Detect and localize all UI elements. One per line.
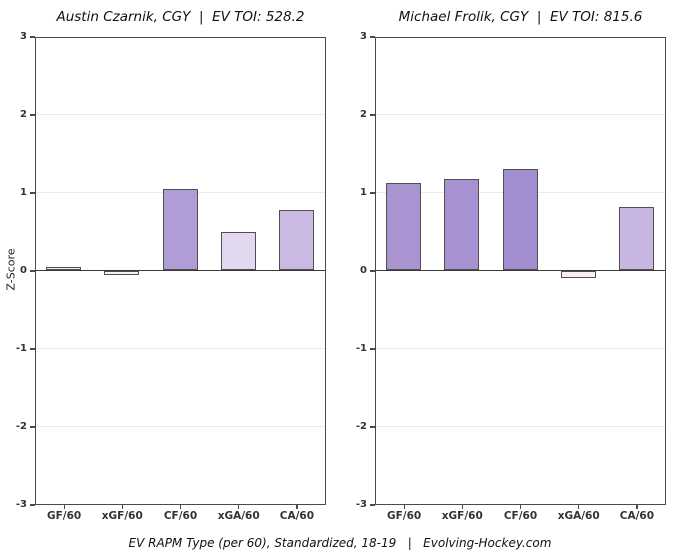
y-tick-mark [370,504,375,506]
bar-cf60 [502,169,538,271]
bar-cf60 [162,188,198,271]
y-tick-label: 0 [20,265,27,276]
x-tick-label: xGA/60 [557,510,600,522]
x-tick-mark [296,505,298,509]
y-tick-mark [30,504,35,506]
gridline [376,348,665,349]
y-tick-mark [370,36,375,38]
y-tick-label: 3 [20,31,27,42]
x-tick-mark [238,505,240,509]
gridline [36,114,325,115]
y-tick-mark [370,426,375,428]
y-tick-label: 0 [360,265,367,276]
x-tick-label: CA/60 [619,510,655,522]
y-tick-mark [370,192,375,194]
bar-ca60 [618,206,654,271]
x-tick-mark [403,505,405,509]
gridline [36,426,325,427]
zero-line [376,269,665,272]
figure-caption: EV RAPM Type (per 60), Standardized, 18-… [128,536,552,550]
gridline [36,348,325,349]
x-tick-label: xGA/60 [217,510,260,522]
panel-title-czarnik: Austin Czarnik, CGY | EV TOI: 528.2 [56,9,305,25]
y-tick-mark [370,270,375,272]
y-tick-label: 1 [20,187,27,198]
x-tick-label: xGF/60 [101,510,143,522]
y-tick-mark [370,114,375,116]
x-tick-mark [519,505,522,509]
gridline [376,114,665,115]
bar-gf60 [386,183,422,271]
x-tick-label: xGF/60 [441,510,483,522]
bar-xga60 [220,232,256,271]
y-tick-mark [30,192,35,194]
gridline [376,426,665,427]
x-tick-mark [636,505,638,509]
x-tick-label: CF/60 [163,510,198,522]
x-tick-label: GF/60 [46,510,82,522]
y-tick-label: 1 [360,187,367,198]
bar-xgf60 [444,179,480,271]
y-tick-label: 2 [20,109,27,120]
x-tick-label: CA/60 [279,510,315,522]
bar-xga60 [560,270,596,279]
y-tick-label: 3 [360,31,367,42]
plot-area-czarnik [35,37,326,505]
zero-line [36,269,325,272]
y-tick-mark [30,348,35,350]
y-tick-mark [30,426,35,428]
y-tick-label: -3 [15,499,27,510]
x-tick-mark [179,505,182,509]
y-tick-mark [30,36,35,38]
y-tick-label: -1 [355,343,367,354]
x-tick-mark [121,505,123,509]
bar-ca60 [278,209,314,271]
y-tick-label: -2 [355,421,367,432]
y-tick-mark [370,348,375,350]
x-tick-label: CF/60 [503,510,538,522]
bar-xgf60 [104,270,140,276]
x-tick-label: GF/60 [386,510,422,522]
y-tick-mark [30,114,35,116]
plot-area-frolik [375,37,666,505]
y-tick-label: -3 [355,499,367,510]
x-tick-mark [461,505,463,509]
x-tick-mark [63,505,65,509]
y-tick-label: -2 [15,421,27,432]
y-tick-label: 2 [360,109,367,120]
y-tick-label: -1 [15,343,27,354]
bar-gf60 [46,267,82,271]
panel-title-frolik: Michael Frolik, CGY | EV TOI: 815.6 [398,9,643,25]
y-tick-mark [30,270,35,272]
x-tick-mark [578,505,580,509]
